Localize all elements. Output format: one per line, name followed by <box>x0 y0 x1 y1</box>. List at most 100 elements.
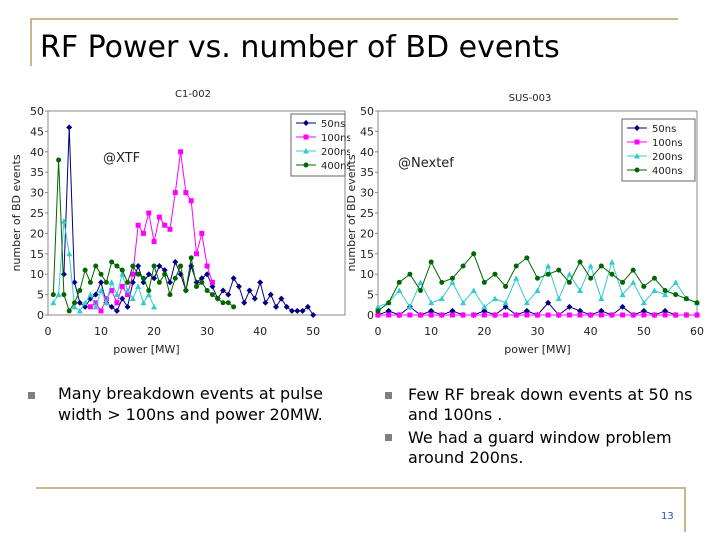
y-tick-label: 40 <box>30 146 44 159</box>
data-point-400ns <box>396 279 402 285</box>
chart-annotation: @XTF <box>103 151 140 166</box>
data-point-200ns <box>619 291 626 298</box>
data-point-50ns <box>235 283 242 290</box>
y-tick-label: 50 <box>30 105 44 118</box>
data-point-400ns <box>130 263 136 269</box>
data-point-200ns <box>545 263 552 269</box>
data-point-400ns <box>556 267 562 273</box>
data-point-50ns <box>113 307 120 314</box>
data-point-100ns <box>162 222 168 228</box>
data-point-100ns <box>545 312 551 318</box>
data-point-200ns <box>92 303 99 310</box>
data-point-100ns <box>503 312 509 318</box>
data-point-50ns <box>619 303 626 310</box>
data-point-50ns <box>129 279 136 286</box>
data-point-200ns <box>140 299 147 306</box>
legend-marker-200ns <box>303 148 309 154</box>
data-point-200ns <box>534 287 541 294</box>
data-point-200ns <box>71 303 78 310</box>
x-tick-label: 60 <box>690 325 704 338</box>
data-point-400ns <box>428 259 434 265</box>
data-point-50ns <box>566 303 573 310</box>
data-point-50ns <box>577 307 584 314</box>
data-point-400ns <box>204 288 210 294</box>
data-point-100ns <box>114 300 120 306</box>
x-tick-label: 30 <box>531 325 545 338</box>
data-point-400ns <box>620 279 626 285</box>
x-tick-label: 20 <box>477 325 491 338</box>
x-axis-label: power [MW] <box>113 343 179 356</box>
data-point-50ns <box>428 307 435 314</box>
data-point-400ns <box>598 263 604 269</box>
y-tick-label: 35 <box>30 166 44 179</box>
data-point-100ns <box>167 226 173 232</box>
data-point-50ns <box>241 299 248 306</box>
data-point-100ns <box>651 312 657 318</box>
data-point-50ns <box>92 291 99 298</box>
data-point-200ns <box>76 307 83 314</box>
data-point-50ns <box>66 124 73 131</box>
data-point-50ns <box>288 307 295 314</box>
data-point-400ns <box>77 288 83 294</box>
data-point-100ns <box>513 312 519 318</box>
data-point-50ns <box>449 307 456 314</box>
data-point-200ns <box>50 299 57 306</box>
data-point-400ns <box>93 263 99 269</box>
data-point-400ns <box>82 267 88 273</box>
data-point-200ns <box>662 291 669 298</box>
data-point-50ns <box>523 307 530 314</box>
data-point-200ns <box>406 303 413 310</box>
data-point-100ns <box>641 312 647 318</box>
data-point-400ns <box>103 279 109 285</box>
bullet-marker <box>28 392 35 399</box>
data-point-200ns <box>608 258 615 265</box>
legend-label-50ns: 50ns <box>321 119 345 130</box>
data-point-100ns <box>103 296 109 302</box>
chart-nextef: 0 5 10 15 20 25 30 35 40 45 50 0 10 20 30 40 50 60 SUS-003… <box>345 93 704 356</box>
data-point-200ns <box>87 291 94 298</box>
data-point-400ns <box>162 271 168 277</box>
data-point-100ns <box>172 190 178 196</box>
legend-box <box>290 113 346 177</box>
data-point-200ns <box>460 299 467 306</box>
y-tick-label: 20 <box>30 227 44 240</box>
data-point-400ns <box>630 267 636 273</box>
left-bullet-text: Many breakdown events at pulse width > 1… <box>58 384 323 424</box>
data-point-100ns <box>683 312 689 318</box>
data-point-400ns <box>50 292 56 298</box>
data-point-200ns <box>587 263 594 269</box>
data-point-400ns <box>209 292 215 298</box>
data-point-100ns <box>199 230 205 236</box>
y-tick-label: 5 <box>367 289 374 302</box>
data-point-50ns <box>283 303 290 310</box>
data-point-200ns <box>135 283 142 289</box>
data-point-200ns <box>55 291 62 298</box>
data-point-400ns <box>673 292 679 298</box>
data-point-100ns <box>178 149 184 155</box>
legend-marker-50ns <box>634 125 640 131</box>
data-point-50ns <box>98 279 105 286</box>
chart-title: C1-002 <box>175 89 211 100</box>
data-point-400ns <box>183 288 189 294</box>
data-point-200ns <box>66 250 73 257</box>
data-point-50ns <box>640 307 647 314</box>
legend-marker-100ns <box>634 139 640 145</box>
legend-marker-100ns <box>303 134 309 140</box>
data-point-50ns <box>257 279 264 286</box>
data-point-50ns <box>119 295 126 302</box>
data-point-50ns <box>108 303 115 310</box>
page-number: 13 <box>661 511 674 522</box>
data-point-100ns <box>492 312 498 318</box>
data-point-200ns <box>640 299 647 306</box>
data-point-100ns <box>204 263 210 269</box>
data-point-50ns <box>220 287 227 294</box>
data-point-100ns <box>119 283 125 289</box>
data-point-50ns <box>267 291 274 298</box>
data-point-100ns <box>428 312 434 318</box>
data-point-400ns <box>125 279 131 285</box>
data-point-400ns <box>386 300 392 306</box>
data-point-100ns <box>183 190 189 196</box>
data-point-50ns <box>598 307 605 314</box>
bullet-marker <box>385 434 392 441</box>
y-tick-label: 5 <box>37 289 44 302</box>
